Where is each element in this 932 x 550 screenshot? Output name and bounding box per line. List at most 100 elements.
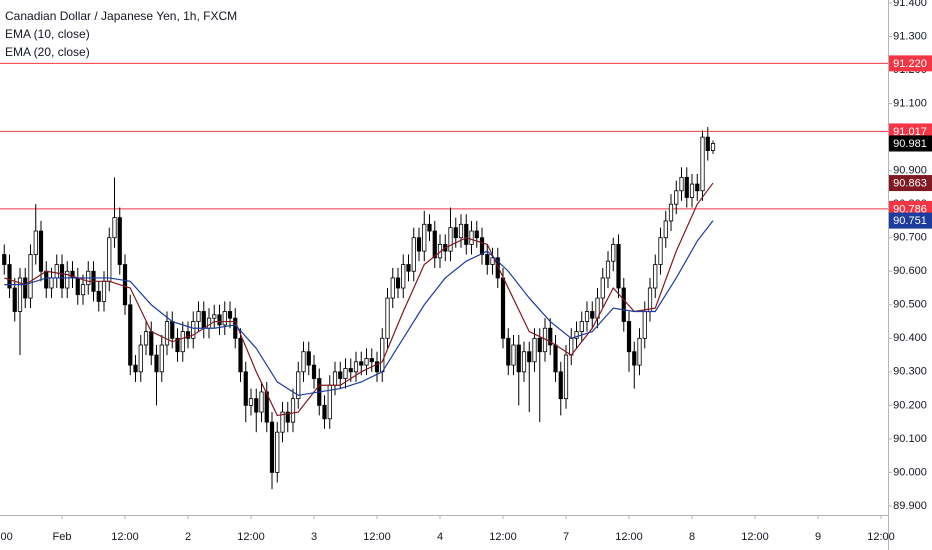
candle-body <box>563 354 569 400</box>
candle-body <box>364 358 369 366</box>
price-badge-label: 90.981 <box>893 138 927 150</box>
x-tick-label: 12:00 <box>489 531 517 543</box>
candle-body <box>464 223 469 245</box>
candle-body <box>395 277 401 289</box>
candle-body <box>668 203 674 222</box>
candle-body <box>306 351 311 366</box>
candle-body <box>96 290 101 302</box>
price-badge <box>889 55 932 72</box>
candle-body <box>411 237 416 272</box>
candle-body <box>238 337 243 373</box>
candle-body <box>332 371 338 386</box>
x-tick-label: 8 <box>689 531 695 543</box>
price-badge-label: 90.863 <box>893 177 927 189</box>
x-tick-label: 3 <box>311 531 317 543</box>
candle-body <box>674 190 679 205</box>
candle-body <box>112 217 117 239</box>
ema-line <box>4 182 714 417</box>
candle-body <box>44 270 49 289</box>
y-tick-label: 90.200 <box>893 399 927 411</box>
price-badge <box>889 212 932 229</box>
candle-body <box>301 351 306 373</box>
legend-entry: EMA (10, close) <box>5 27 90 41</box>
candle-body <box>406 264 411 272</box>
candle-body <box>700 136 705 192</box>
candle-body <box>227 311 233 319</box>
candle-body <box>511 344 516 366</box>
x-tick-label: 12:00 <box>111 531 139 543</box>
candle-body <box>390 277 395 299</box>
candle-body <box>217 314 222 326</box>
candle-body <box>485 254 490 265</box>
plot-area <box>0 62 888 490</box>
candle-body <box>54 264 59 279</box>
candle-body <box>453 227 458 239</box>
candle-body <box>175 337 180 353</box>
candle-body <box>201 311 206 329</box>
candle-body <box>626 321 632 353</box>
candle-body <box>458 223 464 239</box>
y-tick-label: 89.900 <box>893 500 927 512</box>
chart-title: Canadian Dollar / Japanese Yen, 1h, FXCM <box>5 9 237 23</box>
candle-body <box>343 368 348 379</box>
candle-body <box>516 344 521 373</box>
candle-body <box>448 227 453 252</box>
candle-body <box>385 297 390 339</box>
candle-body <box>296 371 301 400</box>
candle-body <box>101 280 107 302</box>
y-tick-label: 90.000 <box>893 466 927 478</box>
x-tick-label: 2 <box>185 531 191 543</box>
candle-body <box>548 327 553 346</box>
y-tick-label: 90.600 <box>893 265 927 277</box>
candle-body <box>254 398 259 413</box>
candle-body <box>285 411 290 423</box>
candle-body <box>553 344 558 373</box>
candle-body <box>574 331 579 339</box>
candle-body <box>658 237 663 265</box>
candle-body <box>469 230 474 245</box>
candle-body <box>12 287 17 312</box>
y-tick-label: 91.100 <box>893 98 927 110</box>
x-tick-label: 12:00 <box>615 531 643 543</box>
candle-body <box>532 337 537 363</box>
candle-body <box>359 361 364 366</box>
candle-body <box>154 354 159 373</box>
x-tick-label: 12:00 <box>237 531 265 543</box>
candle-body <box>416 237 422 252</box>
candle-body <box>290 398 296 423</box>
candle-body <box>611 244 616 262</box>
price-badge-label: 90.751 <box>893 215 927 227</box>
price-badge-label: 91.220 <box>893 58 927 70</box>
candle-body <box>65 270 70 289</box>
candle-body <box>149 331 154 356</box>
candle-body <box>212 314 217 319</box>
candle-body <box>495 257 500 279</box>
candle-body <box>590 311 595 319</box>
candle-body <box>280 411 285 433</box>
candle-body <box>422 223 427 252</box>
x-tick-label: 12:00 <box>867 531 895 543</box>
candle-body <box>222 311 227 326</box>
candle-body <box>164 321 170 346</box>
candle-body <box>133 364 138 373</box>
candle-body <box>128 304 133 366</box>
candle-body <box>374 361 380 373</box>
price-badge-label: 91.017 <box>893 126 927 138</box>
candle-body <box>122 264 128 306</box>
candle-body <box>49 277 54 289</box>
candle-body <box>527 351 532 363</box>
x-tick-label: 12:00 <box>741 531 769 543</box>
candle-body <box>38 230 44 272</box>
candle-body <box>369 358 374 363</box>
x-tick-label: Feb <box>53 531 72 543</box>
candle-body <box>353 361 359 373</box>
price-badge <box>889 135 932 152</box>
candle-body <box>180 331 185 353</box>
candle-body <box>107 237 112 282</box>
candle-body <box>80 284 86 296</box>
candle-body <box>637 337 642 366</box>
candle-body <box>233 317 238 339</box>
price-badge-label: 90.786 <box>893 203 927 215</box>
candle-body <box>710 143 716 151</box>
